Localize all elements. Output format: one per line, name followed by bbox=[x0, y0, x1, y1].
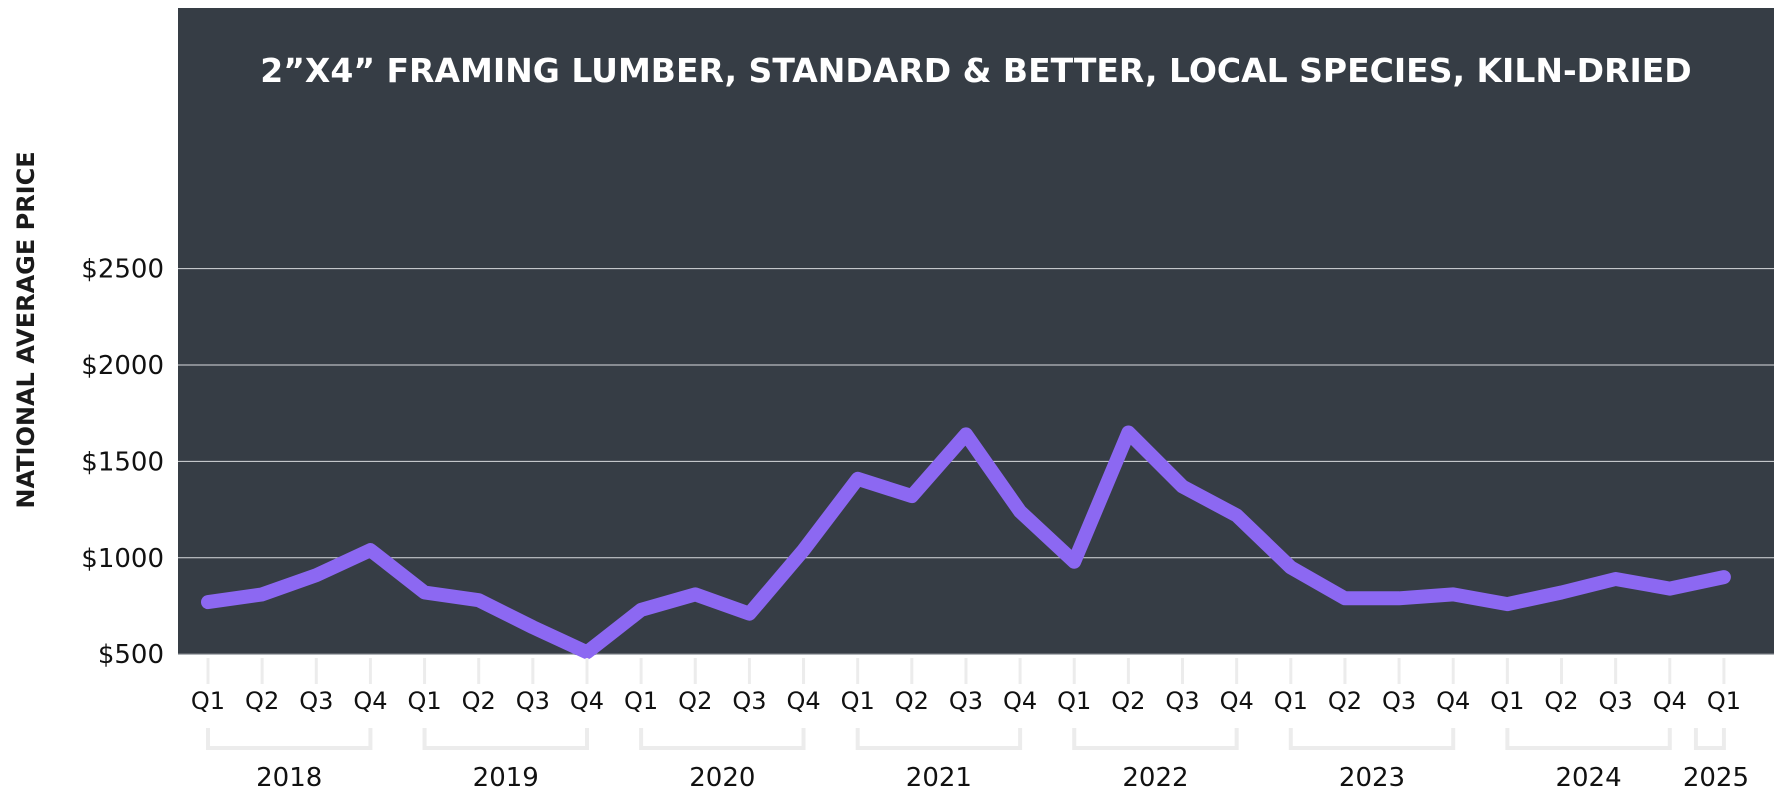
data-point bbox=[1342, 596, 1347, 601]
year-bracket bbox=[639, 728, 806, 750]
year-bracket bbox=[1693, 728, 1726, 750]
data-point bbox=[1451, 592, 1456, 597]
year-bracket bbox=[206, 728, 373, 750]
year-bracket bbox=[422, 728, 589, 750]
x-tick-label: Q3 bbox=[299, 687, 333, 715]
data-point bbox=[1667, 586, 1672, 591]
data-point bbox=[1397, 596, 1402, 601]
x-tick-label: Q1 bbox=[191, 687, 225, 715]
y-axis-ticks: $500 $1000 $1500 $2000 $2500 bbox=[81, 255, 164, 671]
x-tick-label: Q2 bbox=[462, 687, 496, 715]
x-tick-label: Q1 bbox=[1490, 687, 1524, 715]
grid-lines bbox=[178, 268, 1774, 655]
data-point bbox=[747, 611, 752, 616]
data-point bbox=[1559, 590, 1564, 595]
data-point bbox=[693, 592, 698, 597]
x-tick-label: Q4 bbox=[786, 687, 820, 715]
data-point bbox=[1721, 575, 1726, 580]
x-tick-label: Q2 bbox=[245, 687, 279, 715]
x-tick-label: Q1 bbox=[407, 687, 441, 715]
x-axis-ticks: Q1 Q2 Q3 Q4 Q1 Q2 Q3 Q4 Q1 Q2 Q3 Q4 Q1 Q2 Q3 Q4 Q1 Q2 Q3 Q4… bbox=[191, 658, 1741, 715]
y-tick-label: $500 bbox=[98, 640, 164, 670]
x-tick-label: Q3 bbox=[949, 687, 983, 715]
year-bracket bbox=[1288, 728, 1456, 750]
year-bracket bbox=[855, 728, 1023, 750]
year-bracket bbox=[1505, 728, 1672, 750]
x-tick-label: Q4 bbox=[1003, 687, 1037, 715]
year-bracket bbox=[1072, 728, 1239, 750]
series-line-layer bbox=[201, 425, 1731, 660]
year-label: 2023 bbox=[1339, 763, 1405, 793]
year-label: 2020 bbox=[689, 763, 755, 793]
data-point bbox=[422, 590, 427, 595]
x-tick-label: Q4 bbox=[570, 687, 604, 715]
data-point bbox=[368, 548, 373, 553]
data-point bbox=[801, 548, 806, 553]
y-axis-label: NATIONAL AVERAGE PRICE bbox=[12, 151, 40, 508]
x-tick-label: Q3 bbox=[1165, 687, 1199, 715]
year-label: 2019 bbox=[473, 763, 539, 793]
data-point bbox=[1018, 509, 1023, 514]
x-tick-label: Q2 bbox=[1544, 687, 1578, 715]
year-label: 2024 bbox=[1555, 763, 1621, 793]
data-point bbox=[260, 592, 265, 597]
data-point bbox=[476, 598, 481, 603]
data-point bbox=[530, 625, 535, 630]
x-tick-label: Q1 bbox=[1057, 687, 1091, 715]
chart-title: 2”X4” FRAMING LUMBER, STANDARD & BETTER,… bbox=[260, 51, 1691, 90]
data-point bbox=[1180, 484, 1185, 489]
x-tick-label: Q3 bbox=[732, 687, 766, 715]
x-tick-label: Q3 bbox=[1599, 687, 1633, 715]
x-tick-label: Q1 bbox=[1274, 687, 1308, 715]
x-tick-label: Q4 bbox=[1653, 687, 1687, 715]
year-label: 2021 bbox=[906, 763, 972, 793]
x-tick-label: Q2 bbox=[1328, 687, 1362, 715]
year-groups: 2018 2019 2020 2021 2022 2023 2024 2025 bbox=[206, 728, 1749, 793]
x-tick-label: Q2 bbox=[678, 687, 712, 715]
x-tick-label: Q3 bbox=[1382, 687, 1416, 715]
year-label: 2022 bbox=[1122, 763, 1188, 793]
data-point bbox=[909, 494, 914, 499]
data-point bbox=[314, 573, 319, 578]
data-point bbox=[1288, 565, 1293, 570]
data-point bbox=[584, 650, 589, 655]
y-tick-label: $2000 bbox=[81, 351, 164, 381]
y-tick-label: $2500 bbox=[81, 255, 164, 285]
data-point bbox=[1072, 559, 1077, 564]
data-point bbox=[1126, 430, 1131, 435]
x-tick-label: Q1 bbox=[841, 687, 875, 715]
x-tick-label: Q2 bbox=[1111, 687, 1145, 715]
data-point bbox=[1505, 602, 1510, 607]
year-label: 2025 bbox=[1683, 763, 1749, 793]
data-point bbox=[1613, 577, 1618, 582]
x-tick-label: Q3 bbox=[516, 687, 550, 715]
x-tick-label: Q4 bbox=[353, 687, 387, 715]
plot-background bbox=[178, 8, 1774, 655]
x-tick-label: Q1 bbox=[1707, 687, 1741, 715]
data-point bbox=[206, 600, 210, 605]
x-tick-label: Q1 bbox=[624, 687, 658, 715]
y-tick-label: $1500 bbox=[81, 447, 164, 477]
year-label: 2018 bbox=[256, 763, 322, 793]
x-tick-label: Q4 bbox=[1436, 687, 1470, 715]
data-point bbox=[1234, 513, 1239, 518]
y-tick-label: $1000 bbox=[81, 544, 164, 574]
x-tick-label: Q4 bbox=[1220, 687, 1254, 715]
data-point bbox=[855, 476, 860, 481]
data-point bbox=[963, 432, 968, 437]
x-tick-label: Q2 bbox=[895, 687, 929, 715]
data-point bbox=[639, 607, 644, 612]
